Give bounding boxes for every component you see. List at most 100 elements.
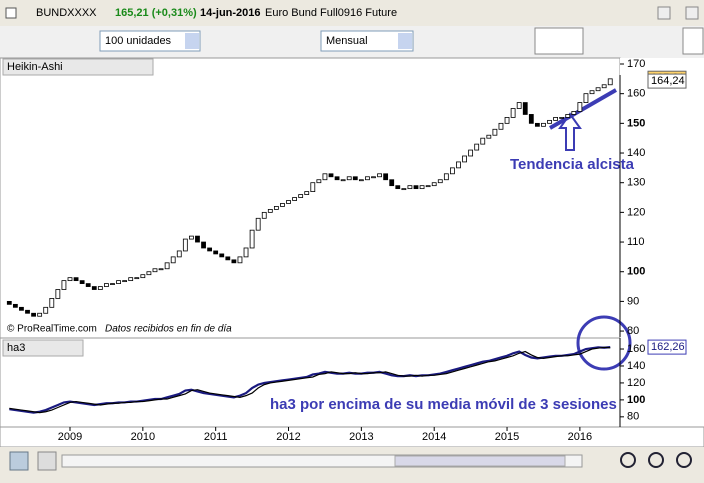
candle (371, 176, 376, 179)
x-tick-label: 2016 (568, 431, 592, 443)
candle (19, 306, 24, 311)
close-button[interactable] (685, 6, 699, 20)
dropdown-arrow (398, 33, 412, 49)
candle (25, 309, 30, 314)
candle (85, 283, 91, 287)
zoom-icon[interactable] (620, 452, 636, 468)
title-bar (0, 0, 704, 26)
y-tick-label: 100 (627, 266, 645, 278)
value-label: 162,26 (651, 341, 685, 353)
y-tick-label: 170 (627, 58, 645, 70)
candle (231, 259, 237, 264)
y-tick-label: 80 (627, 411, 639, 423)
candle (195, 235, 200, 243)
candle (492, 128, 498, 136)
candle (516, 102, 522, 109)
candle (37, 312, 43, 317)
candle (389, 179, 395, 187)
candle (437, 179, 443, 184)
candle (219, 253, 225, 258)
x-tick-label: 2015 (495, 431, 519, 443)
candle (583, 93, 589, 103)
candle (43, 306, 49, 314)
candle (128, 277, 134, 282)
candle (541, 122, 546, 127)
x-tick-label: 2010 (131, 431, 155, 443)
candle (116, 280, 121, 284)
candle (12, 303, 18, 308)
candle (425, 185, 431, 188)
candle (589, 90, 595, 95)
candle (328, 173, 334, 178)
candle (213, 250, 219, 255)
highlight-circle (576, 315, 632, 371)
zoom-out-icon[interactable] (648, 452, 664, 468)
candle (55, 289, 61, 299)
period-dropdown[interactable] (320, 30, 414, 52)
price-label: 164,24 (651, 75, 685, 87)
candle (188, 235, 194, 240)
candle (97, 286, 103, 290)
y-tick-label: 140 (627, 147, 645, 159)
candle (443, 173, 449, 181)
candle (431, 182, 437, 187)
candle (462, 155, 467, 163)
candle (67, 277, 73, 282)
candle (104, 283, 109, 287)
tool-icon[interactable] (9, 451, 29, 471)
trend-line (549, 88, 617, 130)
date: 14-jun-2016 (200, 7, 261, 19)
panel-title: ha3 (7, 342, 25, 354)
candle (140, 274, 146, 279)
tool-icon[interactable] (37, 451, 57, 471)
x-tick-label: 2013 (349, 431, 373, 443)
candle (201, 241, 206, 249)
candle (565, 114, 571, 118)
side-button[interactable] (682, 27, 704, 55)
candle (249, 229, 255, 249)
x-tick-label: 2014 (422, 431, 446, 443)
candle (73, 277, 79, 282)
price: 165,21 (+0,31%) (115, 7, 197, 19)
x-tick-label: 2009 (58, 431, 82, 443)
y-tick-label: 140 (627, 360, 645, 372)
candle (522, 102, 528, 115)
candle (504, 117, 510, 124)
candle (298, 194, 304, 198)
candle (255, 217, 261, 231)
x-tick-label: 2011 (204, 431, 228, 443)
candle (358, 179, 364, 182)
chart-type-button[interactable] (534, 27, 584, 55)
candle (243, 247, 249, 258)
candle (450, 167, 455, 175)
candle (383, 173, 389, 181)
menu-button[interactable] (657, 6, 671, 20)
candle (6, 300, 12, 305)
candle (152, 268, 158, 273)
candle (158, 268, 164, 271)
quantity: 100 unidades (105, 35, 172, 47)
y-tick-label: 130 (627, 177, 645, 189)
y-tick-label: 110 (627, 236, 645, 248)
candle (170, 256, 176, 264)
dropdown-arrow (185, 33, 199, 49)
candle (571, 111, 577, 115)
candle (407, 185, 413, 190)
candle (79, 280, 85, 284)
zoom-in-icon[interactable] (676, 452, 692, 468)
candle (110, 283, 115, 285)
y-tick-label: 120 (627, 377, 645, 389)
candle (547, 119, 552, 124)
y-tick-label: 150 (627, 117, 645, 129)
candle (595, 87, 601, 92)
indicator-panel (0, 337, 621, 428)
quantity-dropdown[interactable] (99, 30, 201, 52)
checkbox[interactable] (5, 7, 17, 19)
candle (273, 206, 279, 210)
candle (164, 262, 170, 270)
annotation: Tendencia alcista (510, 156, 635, 173)
scroll-thumb[interactable] (394, 455, 566, 467)
panel-header (2, 339, 84, 357)
candle (316, 179, 322, 184)
